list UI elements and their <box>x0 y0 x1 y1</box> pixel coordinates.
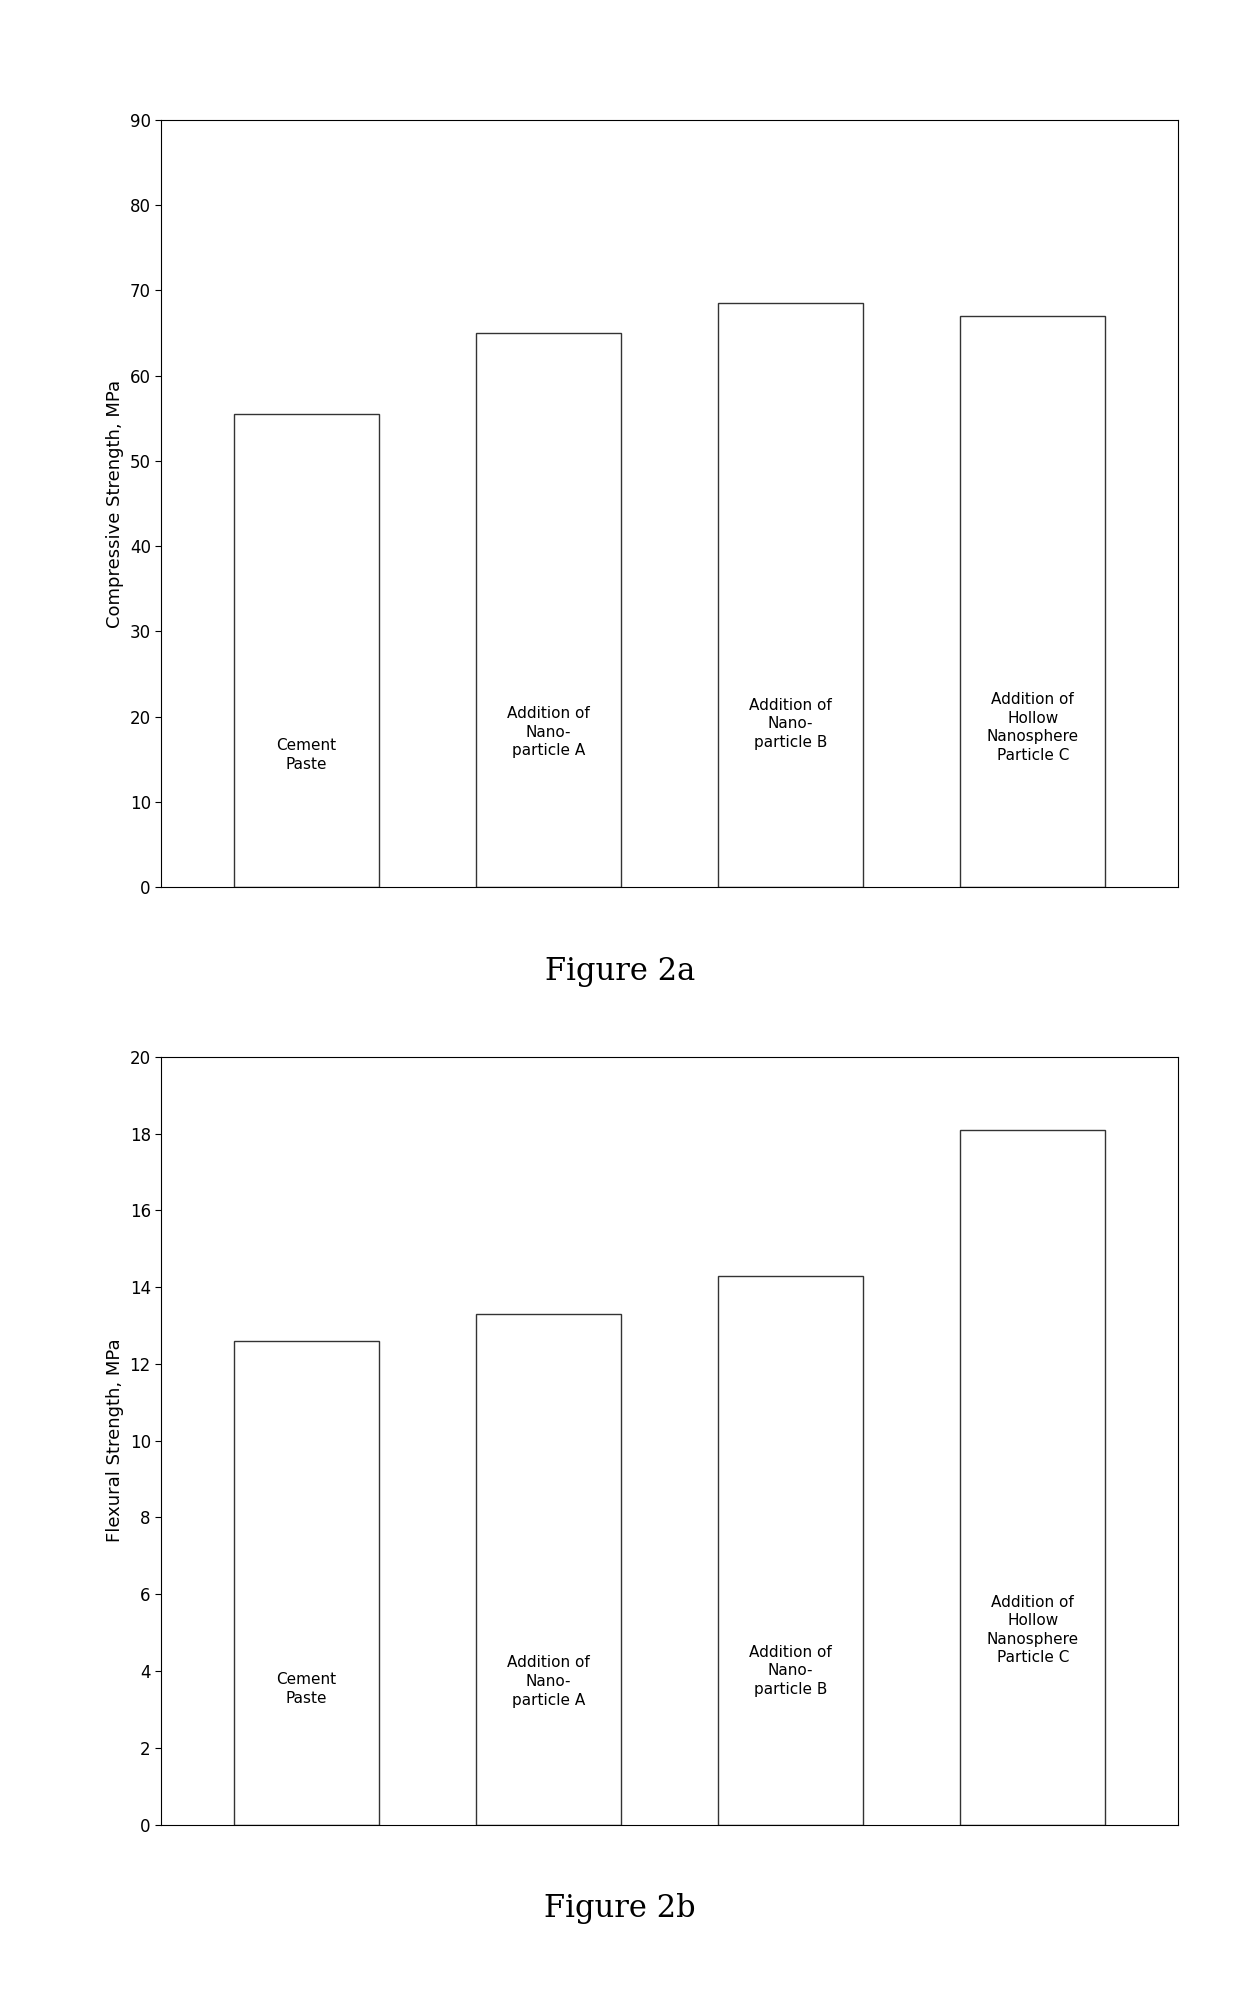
Text: Figure 2b: Figure 2b <box>544 1892 696 1924</box>
Text: Addition of
Nano-
particle A: Addition of Nano- particle A <box>507 706 590 758</box>
Text: Addition of
Nano-
particle B: Addition of Nano- particle B <box>749 1645 832 1697</box>
Text: Addition of
Hollow
Nanosphere
Particle C: Addition of Hollow Nanosphere Particle C <box>987 692 1079 764</box>
Y-axis label: Compressive Strength, MPa: Compressive Strength, MPa <box>107 379 124 628</box>
Bar <box>718 303 863 887</box>
Text: Addition of
Hollow
Nanosphere
Particle C: Addition of Hollow Nanosphere Particle C <box>987 1595 1079 1665</box>
Text: Cement
Paste: Cement Paste <box>277 1673 336 1707</box>
Text: Addition of
Nano-
particle B: Addition of Nano- particle B <box>749 698 832 750</box>
Bar <box>476 333 621 887</box>
Bar <box>476 1314 621 1825</box>
Bar <box>234 1340 379 1825</box>
Bar <box>718 1276 863 1825</box>
Text: Figure 2a: Figure 2a <box>544 955 696 987</box>
Bar <box>234 415 379 887</box>
Text: Addition of
Nano-
particle A: Addition of Nano- particle A <box>507 1655 590 1707</box>
Bar <box>960 315 1105 887</box>
Bar <box>960 1131 1105 1825</box>
Y-axis label: Flexural Strength, MPa: Flexural Strength, MPa <box>105 1338 124 1543</box>
Text: Cement
Paste: Cement Paste <box>277 738 336 772</box>
